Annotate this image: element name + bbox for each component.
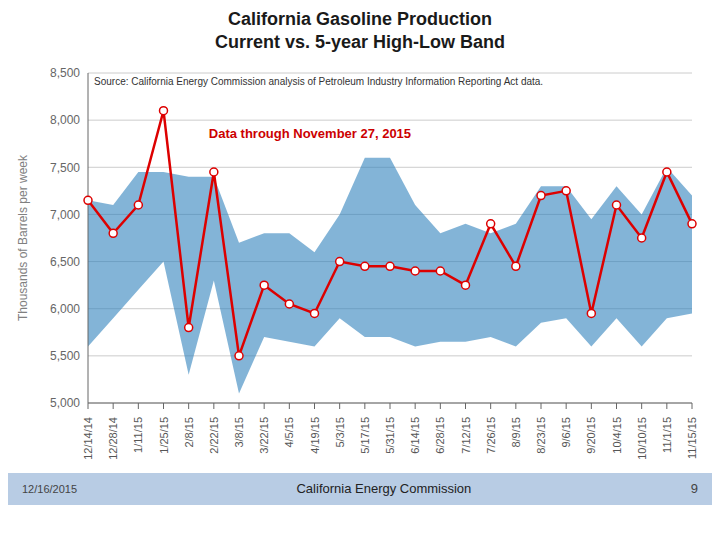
svg-text:7,000: 7,000	[50, 207, 80, 221]
svg-text:9/20/15: 9/20/15	[585, 417, 597, 454]
svg-text:8/9/15: 8/9/15	[510, 417, 522, 448]
svg-text:12/14/14: 12/14/14	[82, 417, 94, 460]
svg-text:1/11/15: 1/11/15	[132, 417, 144, 453]
svg-text:5,500: 5,500	[50, 349, 80, 363]
svg-text:7/12/15: 7/12/15	[460, 417, 472, 454]
svg-text:11/1/15: 11/1/15	[661, 417, 673, 453]
svg-text:1/25/15: 1/25/15	[158, 417, 170, 454]
svg-text:3/22/15: 3/22/15	[258, 417, 270, 454]
svg-text:2/8/15: 2/8/15	[183, 417, 195, 448]
svg-text:10/4/15: 10/4/15	[611, 417, 623, 454]
svg-text:6/14/15: 6/14/15	[409, 417, 421, 454]
svg-text:9/6/15: 9/6/15	[560, 417, 572, 448]
html-text:California Gasoline Production: California Gasoline Production Current v…	[215, 9, 505, 53]
svg-text:8,500: 8,500	[50, 66, 80, 80]
html-text:9: 9	[690, 481, 698, 497]
html-text:California Energy Commission: California Energy Commission	[296, 481, 472, 497]
svg-text:5/17/15: 5/17/15	[359, 417, 371, 454]
svg-text:2/22/15: 2/22/15	[208, 417, 220, 454]
svg-text:5/31/15: 5/31/15	[384, 417, 396, 454]
svg-text:12/28/14: 12/28/14	[107, 417, 119, 460]
svg-text:4/5/15: 4/5/15	[283, 417, 295, 448]
svg-text:7,500: 7,500	[50, 160, 80, 174]
svg-text:Thousands of Barrels per week: Thousands of Barrels per week	[16, 154, 30, 321]
html-text:Source: California Energy Comm: Source: California Energy Commission ana…	[94, 75, 544, 87]
svg-text:4/19/15: 4/19/15	[309, 417, 321, 454]
svg-text:8,000: 8,000	[50, 113, 80, 127]
svg-text:11/15/15: 11/15/15	[686, 417, 698, 459]
svg-text:8/23/15: 8/23/15	[535, 417, 547, 454]
svg-text:3/8/15: 3/8/15	[233, 417, 245, 448]
svg-text:6/28/15: 6/28/15	[434, 417, 446, 454]
svg-text:5/3/15: 5/3/15	[334, 417, 346, 448]
svg-text:7/26/15: 7/26/15	[485, 417, 497, 454]
svg-text:5,000: 5,000	[50, 396, 80, 410]
html-text:Data through November 27, 2015: Data through November 27, 2015	[208, 125, 412, 141]
html-text:12/16/2015: 12/16/2015	[22, 482, 78, 495]
svg-text:10/10/15: 10/10/15	[636, 417, 648, 460]
svg-text:6,000: 6,000	[50, 302, 80, 316]
svg-text:6,500: 6,500	[50, 255, 80, 269]
